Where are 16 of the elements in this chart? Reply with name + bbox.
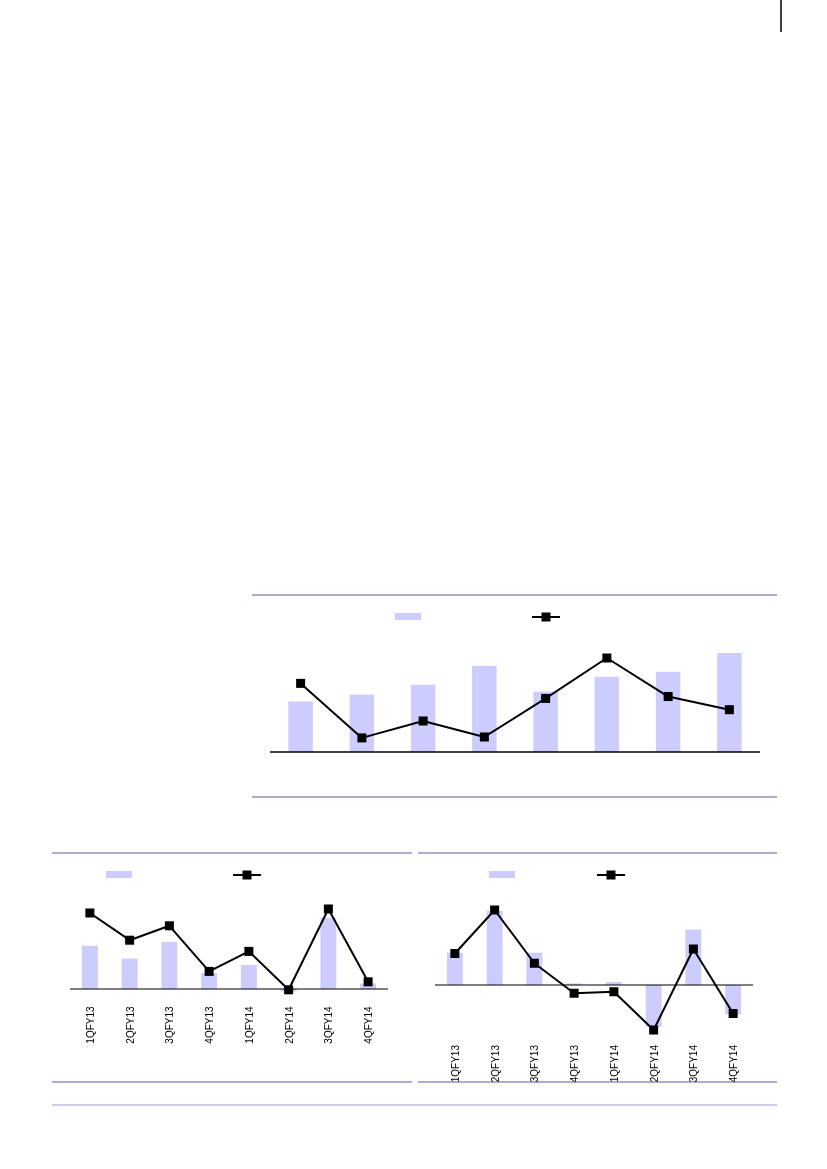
x-tick-label: 1QFY13 xyxy=(84,1005,96,1044)
x-tick-label: 4QFY13 xyxy=(204,1005,216,1044)
x-tick-label: 2QFY14 xyxy=(648,1044,660,1083)
x-tick-label: 3QFY14 xyxy=(323,1005,335,1044)
x-tick-label: 3QFY13 xyxy=(164,1005,176,1044)
x-tick-label: 3QFY13 xyxy=(529,1044,541,1083)
x-tick-label: 3QFY14 xyxy=(688,1044,700,1083)
x-tick-label: 1QFY13 xyxy=(449,1044,461,1083)
x-tick-label: 4QFY14 xyxy=(363,1005,375,1044)
x-tick-label: 2QFY13 xyxy=(124,1005,136,1044)
x-tick-label: 2QFY13 xyxy=(489,1044,501,1083)
x-tick-label: 1QFY14 xyxy=(608,1044,620,1083)
x-tick-label: 2QFY14 xyxy=(283,1005,295,1044)
x-tick-label: 4QFY14 xyxy=(728,1044,740,1083)
x-tick-label: 1QFY14 xyxy=(243,1005,255,1044)
x-tick-label: 4QFY13 xyxy=(569,1044,581,1083)
